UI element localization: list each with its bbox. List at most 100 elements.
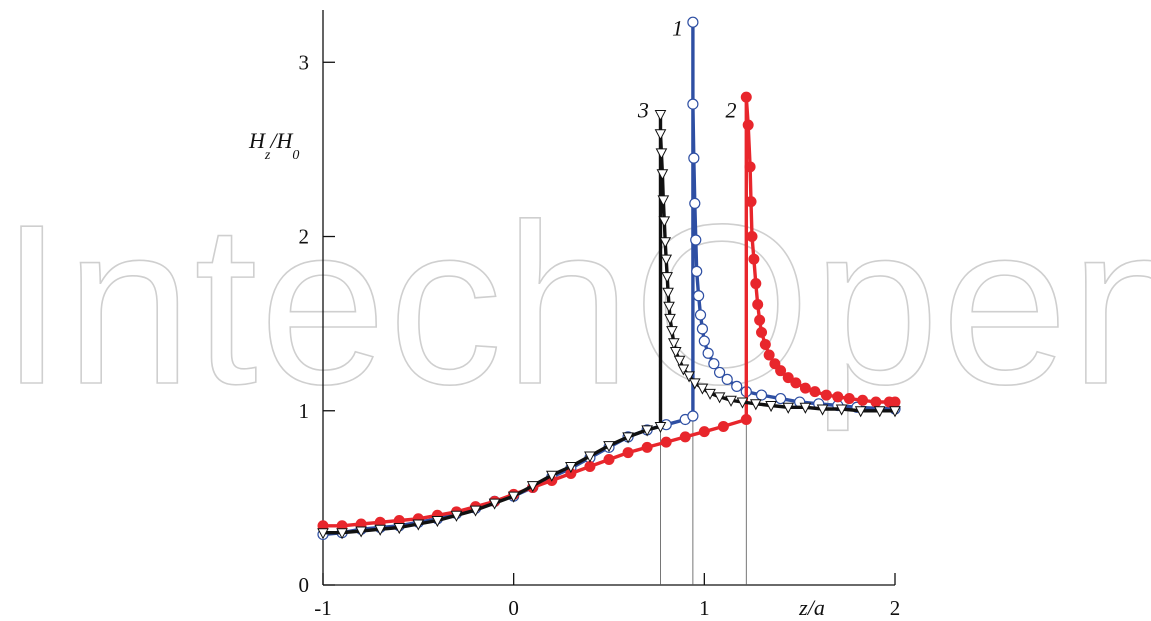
y-axis-title: Hz/H0 [248,128,299,163]
series-2-point [809,386,821,398]
series-3-point [374,524,387,536]
series-2-point [756,326,768,338]
series-3-point [355,526,367,538]
series-3-point [673,355,686,367]
series-3-point [393,523,406,535]
series-1-point [708,358,720,370]
series-1-point [691,265,703,277]
series-1-point [755,389,768,401]
series-2-point [622,447,634,459]
x-tick-label: 0 [508,596,519,620]
series-3-point [713,392,726,404]
series-3-point [657,195,670,207]
series-2-point [717,420,729,432]
series-group [317,16,901,541]
y-tick-label: 3 [299,50,310,74]
series-3-line [323,112,895,535]
series-3-point [488,498,501,510]
series-3-point [677,364,690,376]
series-2-point [641,441,653,453]
series-3-point [765,401,777,413]
series-3-point [654,421,667,434]
series-2-point [889,396,901,408]
series-2-point [782,372,794,384]
curve-label-1: 1 [672,15,683,40]
labels-group: 1 2 3 [637,15,737,122]
series-1-point [698,335,710,347]
series-3-point [412,519,425,531]
series-3-point [545,470,558,482]
series-1-point [690,234,702,246]
series-3-point [799,402,812,414]
series-3-point [603,441,615,453]
series-2-point [746,231,758,243]
series-3-point [663,301,675,313]
series-2-point [584,461,596,473]
series-3-point [889,406,901,418]
series-2-point [843,393,855,405]
x-tick-label: 1 [699,596,710,620]
series-1-point [731,380,743,392]
series-3-point [782,402,795,414]
series-1-point [713,366,726,379]
series-3-point [655,148,668,160]
series-2-point [748,253,760,265]
series-3-point [658,216,671,228]
series-1-point [721,373,733,385]
series-1-point [696,323,709,335]
series-3-point [431,516,444,528]
series-2-point [769,358,781,370]
x-axis-title: z/a [798,595,825,620]
series-3-point [584,451,596,463]
series-3-point [622,432,634,444]
series-1-point [687,410,699,422]
series-3-point [654,110,667,122]
series-3-point [666,326,678,338]
series-3-point [667,338,680,350]
series-2-point [660,436,672,448]
series-2-point [744,161,756,173]
series-1-point [688,152,700,164]
series-2-point [752,298,764,310]
series-3-point [704,388,716,400]
x-tick-label: -1 [314,596,332,620]
series-2-point [857,394,869,406]
series-2-point [754,314,766,326]
series-3-point [873,406,886,418]
series-3-point [469,505,482,517]
series-2-point [832,391,844,403]
series-1-point [774,392,787,405]
series-2-point [775,365,787,377]
series-3-point [816,404,829,416]
series-2-point [742,119,754,131]
series-2-point [820,389,832,401]
series-2-point [679,431,691,443]
series-1-point [702,347,714,359]
series-3-point [336,528,348,540]
series-3-point [526,481,539,493]
series-2-point [698,426,710,438]
watermark-text: IntechOpen [0,178,1151,432]
series-3-point [656,169,669,181]
series-3-point [565,462,577,474]
series-3-point [749,399,762,411]
series-2-point [790,377,802,389]
x-tick-label: 2 [890,596,901,620]
series-3-point [662,287,674,299]
y-tick-label: 0 [299,573,310,597]
series-2-point [750,278,762,290]
series-3 [317,110,901,540]
series-3-point [317,528,329,540]
curve-label-3: 3 [637,97,649,122]
curve-label-2: 2 [726,97,737,122]
series-2-point [870,396,882,408]
series-2-point [740,413,752,425]
series-3-point [664,313,676,325]
series-3-point [659,237,672,249]
series-1-point [687,98,699,110]
y-tick-label: 1 [299,399,310,423]
series-3-point [736,397,749,409]
series-2-point [603,454,615,466]
